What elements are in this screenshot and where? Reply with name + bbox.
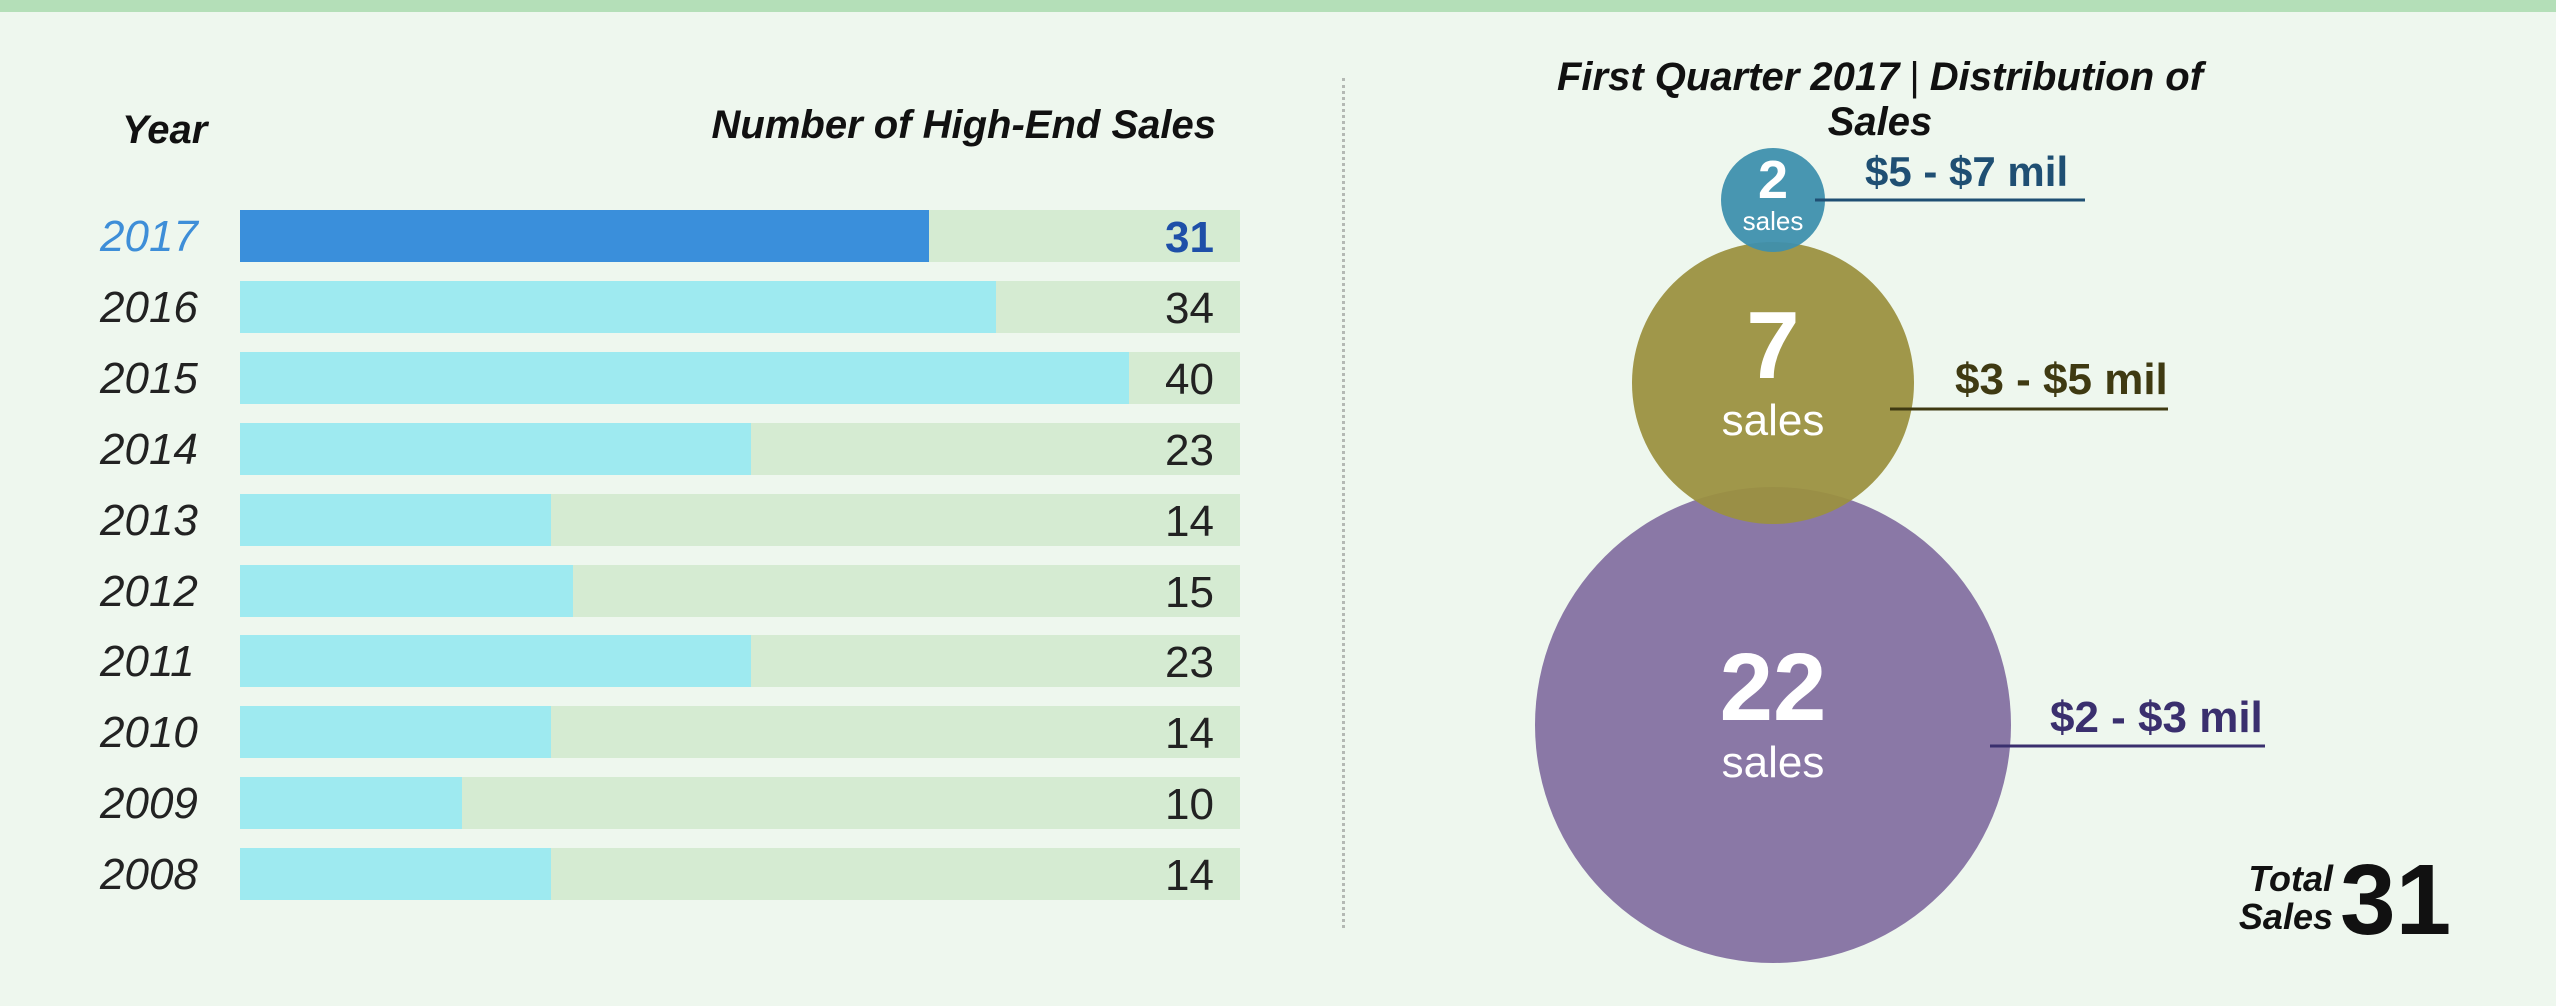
- year-header: Year: [122, 108, 208, 152]
- bar-row-2017: 2017 31: [0, 210, 1260, 262]
- bar-row-2011: 2011 23: [0, 635, 1260, 688]
- bar-value-label: 34: [1165, 283, 1214, 333]
- total-label-line1: Total: [2248, 858, 2333, 899]
- bar-value-label: 14: [1165, 709, 1214, 759]
- bar-fill: [240, 635, 752, 688]
- bar-value-label: 31: [1165, 213, 1214, 262]
- year-label: 2015: [100, 353, 198, 403]
- bar-row-2013: 2013 14: [0, 493, 1260, 546]
- bubble-7-sales: [1632, 242, 1914, 524]
- year-label: 2016: [100, 282, 198, 332]
- bar-fill: [240, 210, 929, 262]
- year-label: 2012: [100, 566, 198, 616]
- bar-value-label: 14: [1165, 851, 1214, 901]
- bar-fill: [240, 422, 752, 475]
- bar-track: 34: [240, 280, 1240, 333]
- bar-track: 14: [240, 706, 1240, 759]
- bar-row-2012: 2012 15: [0, 564, 1260, 617]
- total-sales-label: Total Sales: [2228, 860, 2333, 936]
- bar-value-label: 14: [1165, 496, 1214, 546]
- bar-track: 10: [240, 777, 1240, 830]
- sales-header: Number of High-End Sales: [711, 103, 1217, 147]
- bar-fill: [240, 280, 996, 333]
- bar-row-2008: 2008 14: [0, 848, 1260, 901]
- bar-fill: [240, 777, 463, 830]
- bubble-unit-label: sales: [1722, 396, 1825, 445]
- year-label: 2017: [100, 212, 198, 261]
- section-divider: [1342, 78, 1345, 928]
- bubble-2-sales: [1721, 148, 1825, 252]
- bubble-22-sales: [1535, 487, 2011, 963]
- year-label: 2008: [100, 850, 198, 900]
- bar-track: 14: [240, 493, 1240, 546]
- distribution-title-sub: Distribution of Sales: [1827, 55, 2204, 144]
- bar-row-2016: 2016 34: [0, 280, 1260, 333]
- bubble-value-label: 2: [1758, 150, 1788, 210]
- bubble-value-label: 7: [1746, 292, 1799, 399]
- bubble-range-label: $2 - $3 mil: [2050, 693, 2263, 742]
- bar-fill: [240, 493, 552, 546]
- bar-fill: [240, 848, 552, 901]
- year-label: 2010: [100, 708, 198, 758]
- bubble-range-label: $3 - $5 mil: [1955, 355, 2168, 404]
- total-label-line2: Sales: [2238, 896, 2333, 937]
- bar-row-2009: 2009 10: [0, 777, 1260, 830]
- bar-track: 40: [240, 351, 1240, 404]
- bar-row-2014: 2014 23: [0, 422, 1260, 475]
- bar-value-label: 15: [1165, 567, 1214, 617]
- bar-row-2010: 2010 14: [0, 706, 1260, 759]
- top-strip: [0, 0, 2556, 12]
- distribution-title-main: First Quarter 2017: [1556, 55, 1900, 99]
- bar-row-2015: 2015 40: [0, 351, 1260, 404]
- bar-fill: [240, 706, 552, 759]
- bar-fill: [240, 351, 1129, 404]
- bar-track: 31: [240, 210, 1240, 262]
- bar-track: 23: [240, 422, 1240, 475]
- bar-value-label: 40: [1165, 354, 1214, 404]
- bar-value-label: 23: [1165, 638, 1214, 688]
- year-label: 2013: [100, 495, 198, 545]
- title-separator: |: [1909, 55, 1920, 99]
- bubble-unit-label: sales: [1743, 206, 1804, 236]
- bar-fill: [240, 564, 574, 617]
- bar-track: 23: [240, 635, 1240, 688]
- bar-value-label: 23: [1165, 425, 1214, 475]
- bar-track: 14: [240, 848, 1240, 901]
- bubble-unit-label: sales: [1722, 738, 1825, 787]
- bar-value-label: 10: [1165, 780, 1214, 830]
- bar-track: 15: [240, 564, 1240, 617]
- total-sales-value: 31: [2340, 844, 2452, 956]
- year-label: 2014: [100, 424, 198, 474]
- bubble-value-label: 22: [1720, 634, 1827, 741]
- year-label: 2009: [100, 779, 198, 829]
- bubble-range-label: $5 - $7 mil: [1865, 148, 2068, 195]
- year-label: 2011: [100, 637, 195, 687]
- distribution-title: First Quarter 2017 | Distribution of Sales: [1500, 55, 2260, 145]
- bar-chart: 2017 31 2016 34 2015 40 2014 23 2013 14 2012 15 2011…: [0, 210, 1260, 901]
- total-sales: Total Sales 31: [2220, 850, 2451, 960]
